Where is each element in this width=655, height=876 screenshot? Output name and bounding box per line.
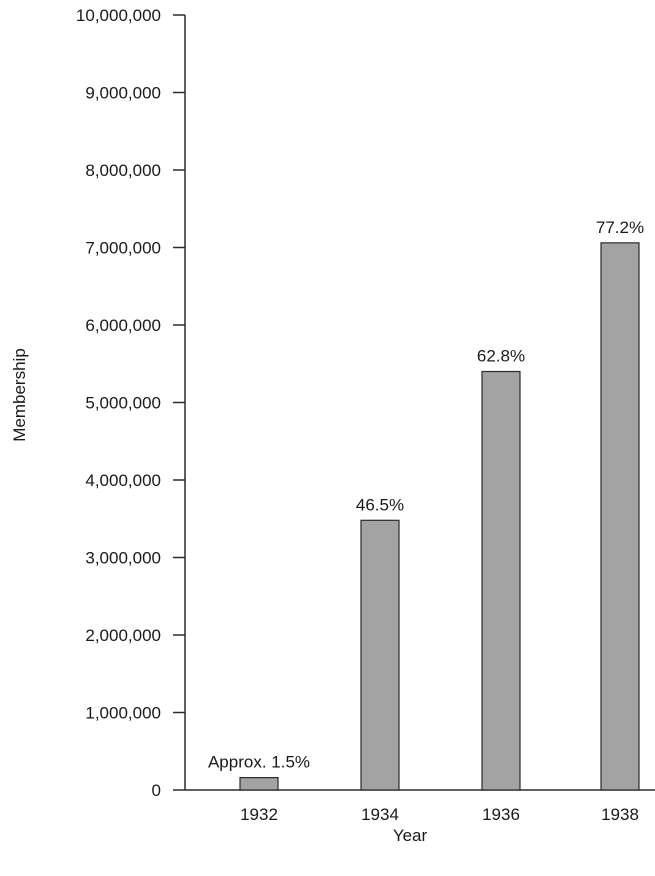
x-axis-title: Year — [393, 826, 428, 845]
data-label-1936: 62.8% — [477, 347, 525, 366]
bar-1938 — [600, 242, 640, 791]
bar-1934 — [360, 519, 400, 791]
y-tick-label: 0 — [152, 781, 161, 800]
y-tick-label: 7,000,000 — [85, 239, 161, 258]
y-axis-title: Membership — [10, 348, 29, 442]
y-tick-label: 1,000,000 — [85, 704, 161, 723]
y-tick-label: 10,000,000 — [76, 6, 161, 25]
y-tick-label: 4,000,000 — [85, 471, 161, 490]
y-tick-label: 9,000,000 — [85, 84, 161, 103]
x-tick-label: 1938 — [601, 805, 639, 824]
data-label-1938: 77.2% — [596, 218, 644, 237]
bar-1936 — [481, 370, 521, 791]
data-labels: Approx. 1.5% 46.5% 62.8% 77.2% — [208, 218, 644, 772]
data-label-1932: Approx. 1.5% — [208, 753, 310, 772]
y-tick-label: 3,000,000 — [85, 549, 161, 568]
bars — [239, 242, 640, 791]
data-label-1934: 46.5% — [356, 495, 404, 514]
x-tick-label: 1932 — [240, 805, 278, 824]
x-axis: 1932 1934 1936 1938 — [185, 789, 655, 824]
y-axis: 0 1,000,000 2,000,000 3,000,000 4,000,000 5,0… — [76, 6, 186, 800]
y-tick-label: 8,000,000 — [85, 161, 161, 180]
x-tick-label: 1936 — [482, 805, 520, 824]
y-tick-label: 2,000,000 — [85, 626, 161, 645]
bar-1932 — [239, 776, 279, 791]
y-tick-label: 6,000,000 — [85, 316, 161, 335]
y-tick-label: 5,000,000 — [85, 394, 161, 413]
x-tick-label: 1934 — [361, 805, 399, 824]
